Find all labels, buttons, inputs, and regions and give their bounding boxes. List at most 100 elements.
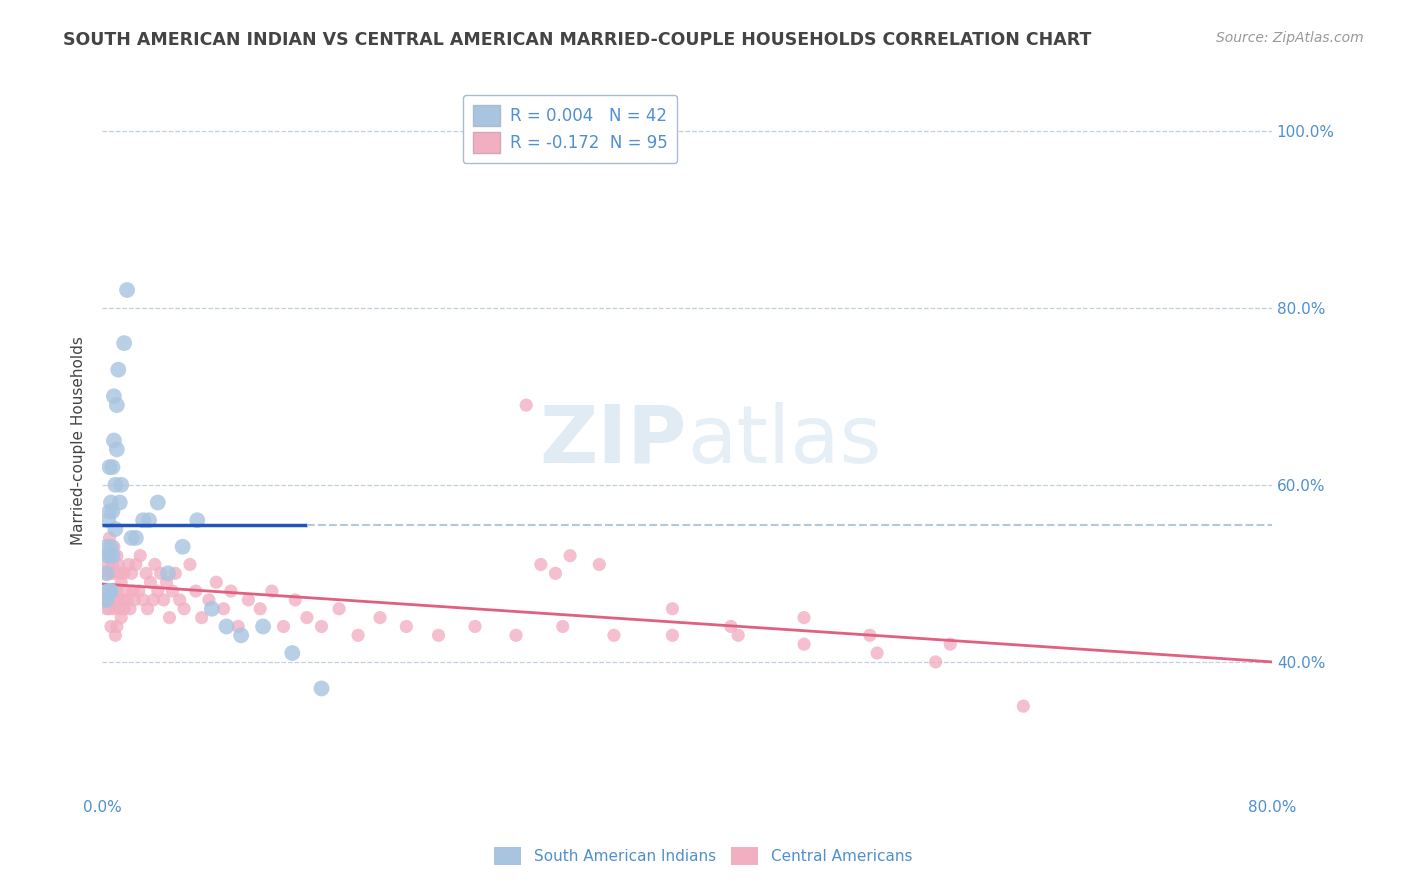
Point	[98, 601, 121, 615]
Point	[219, 584, 242, 599]
Point	[94, 593, 117, 607]
Point	[105, 442, 128, 457]
Point	[117, 558, 139, 572]
Point	[98, 460, 121, 475]
Point	[661, 628, 683, 642]
Point	[105, 398, 128, 412]
Point	[190, 610, 212, 624]
Point	[793, 610, 815, 624]
Point	[155, 575, 177, 590]
Point	[101, 549, 124, 563]
Point	[100, 540, 122, 554]
Point	[165, 566, 187, 581]
Point	[118, 601, 141, 615]
Point	[128, 584, 150, 599]
Point	[311, 681, 333, 696]
Point	[103, 389, 125, 403]
Point	[97, 593, 120, 607]
Point	[184, 584, 207, 599]
Point	[727, 628, 749, 642]
Point	[107, 362, 129, 376]
Point	[108, 566, 131, 581]
Point	[112, 336, 135, 351]
Point	[100, 495, 122, 509]
Point	[226, 619, 249, 633]
Point	[295, 610, 318, 624]
Point	[515, 398, 537, 412]
Text: Source: ZipAtlas.com: Source: ZipAtlas.com	[1216, 31, 1364, 45]
Point	[152, 593, 174, 607]
Point	[103, 434, 125, 448]
Point	[120, 566, 142, 581]
Point	[229, 628, 252, 642]
Point	[205, 575, 228, 590]
Point	[100, 584, 122, 599]
Point	[720, 619, 742, 633]
Text: SOUTH AMERICAN INDIAN VS CENTRAL AMERICAN MARRIED-COUPLE HOUSEHOLDS CORRELATION : SOUTH AMERICAN INDIAN VS CENTRAL AMERICA…	[63, 31, 1091, 49]
Point	[103, 601, 125, 615]
Point	[132, 593, 155, 607]
Point	[146, 584, 169, 599]
Point	[98, 566, 121, 581]
Point	[97, 558, 120, 572]
Point	[143, 558, 166, 572]
Point	[588, 558, 610, 572]
Point	[172, 540, 194, 554]
Point	[100, 549, 122, 563]
Point	[100, 584, 122, 599]
Point	[135, 566, 157, 581]
Point	[136, 601, 159, 615]
Point	[104, 593, 127, 607]
Point	[104, 477, 127, 491]
Point	[146, 495, 169, 509]
Point	[142, 593, 165, 607]
Point	[603, 628, 626, 642]
Point	[125, 531, 148, 545]
Point	[114, 584, 136, 599]
Point	[105, 549, 128, 563]
Point	[107, 558, 129, 572]
Point	[395, 619, 418, 633]
Point	[122, 584, 145, 599]
Point	[284, 593, 307, 607]
Point	[138, 513, 160, 527]
Point	[96, 593, 118, 607]
Point	[201, 601, 224, 615]
Point	[281, 646, 304, 660]
Point	[103, 540, 125, 554]
Point	[252, 619, 274, 633]
Point	[101, 460, 124, 475]
Point	[98, 531, 121, 545]
Point	[139, 575, 162, 590]
Point	[115, 283, 138, 297]
Point	[105, 584, 128, 599]
Point	[112, 566, 135, 581]
Point	[98, 549, 121, 563]
Point	[162, 584, 184, 599]
Point	[97, 513, 120, 527]
Point	[108, 495, 131, 509]
Text: atlas: atlas	[688, 401, 882, 480]
Point	[249, 601, 271, 615]
Point	[1012, 699, 1035, 714]
Point	[94, 593, 117, 607]
Point	[110, 610, 132, 624]
Point	[544, 566, 567, 581]
Point	[273, 619, 295, 633]
Y-axis label: Married-couple Households: Married-couple Households	[72, 336, 86, 545]
Point	[179, 558, 201, 572]
Point	[129, 549, 152, 563]
Point	[96, 566, 118, 581]
Point	[111, 593, 134, 607]
Point	[530, 558, 553, 572]
Point	[924, 655, 946, 669]
Point	[104, 628, 127, 642]
Point	[347, 628, 370, 642]
Point	[427, 628, 450, 642]
Point	[793, 637, 815, 651]
Point	[98, 584, 121, 599]
Point	[260, 584, 283, 599]
Point	[101, 558, 124, 572]
Point	[110, 575, 132, 590]
Point	[103, 566, 125, 581]
